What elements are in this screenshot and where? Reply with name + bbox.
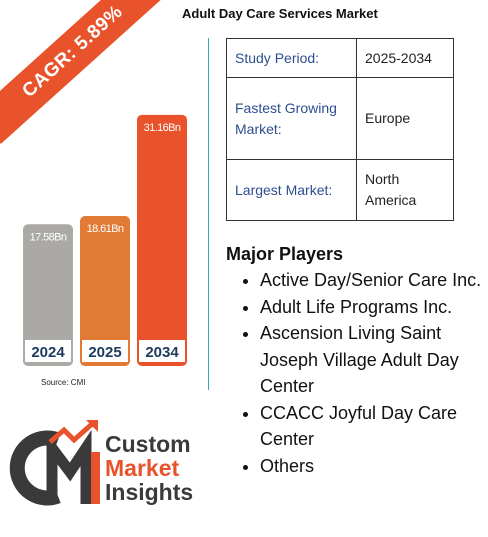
list-item: Ascension Living Saint Joseph Village Ad… [260, 320, 484, 400]
category-label-2034: 2034 [145, 344, 179, 361]
category-box-2024 [25, 340, 71, 362]
bar-chart: 17.58Bn 2024 18.61Bn 2025 31.16Bn 2034 [23, 114, 187, 366]
market-info-table: Study Period: 2025-2034 Fastest Growing … [226, 38, 454, 221]
category-label-2025: 2025 [88, 344, 121, 361]
bar-2034 [137, 114, 187, 366]
logo-line-3: Insights [105, 479, 194, 505]
info-key: Fastest Growing Market: [226, 77, 357, 160]
category-label-2024: 2024 [31, 344, 65, 361]
info-value: North America [356, 159, 454, 221]
logo-line-2: Market [105, 455, 180, 481]
info-key: Largest Market: [226, 159, 357, 221]
info-value: 2025-2034 [356, 38, 454, 78]
logo-wordmark: Custom Market Insights [105, 432, 193, 504]
players-heading: Major Players [226, 244, 344, 264]
info-row-fastest-growing: Fastest Growing Market: Europe [226, 77, 454, 160]
value-label-2024: 17.58Bn [30, 231, 67, 243]
logo-arrow-head [86, 420, 98, 432]
cmi-logo-mark [9, 420, 100, 506]
info-value: Europe [356, 77, 454, 160]
source-note: Source: CMI [41, 378, 86, 387]
info-row-largest-market: Largest Market: North America [226, 159, 454, 221]
list-item: Adult Life Programs Inc. [260, 294, 484, 321]
list-item: Active Day/Senior Care Inc. [260, 267, 484, 294]
info-row-study-period: Study Period: 2025-2034 [226, 38, 454, 78]
bar-2024 [23, 224, 73, 366]
major-players: Major Players Active Day/Senior Care Inc… [226, 244, 484, 479]
value-label-2025: 18.61Bn [87, 223, 124, 235]
value-label-2034: 31.16Bn [144, 122, 181, 134]
players-list: Active Day/Senior Care Inc. Adult Life P… [226, 267, 484, 479]
logo-c-shape [9, 430, 61, 506]
logo-arrow-shape [48, 422, 94, 444]
category-box-2025 [82, 340, 128, 362]
logo-line-1: Custom [105, 431, 191, 457]
logo-i-shape [91, 452, 100, 504]
list-item: CCACC Joyful Day Care Center [260, 400, 484, 453]
bar-2025 [80, 215, 130, 366]
chart-title: Adult Day Care Services Market [182, 6, 378, 21]
category-box-2034 [139, 340, 185, 362]
logo-m-shape [46, 429, 92, 504]
divider-line [208, 38, 209, 390]
list-item: Others [260, 453, 484, 480]
info-key: Study Period: [226, 38, 357, 78]
